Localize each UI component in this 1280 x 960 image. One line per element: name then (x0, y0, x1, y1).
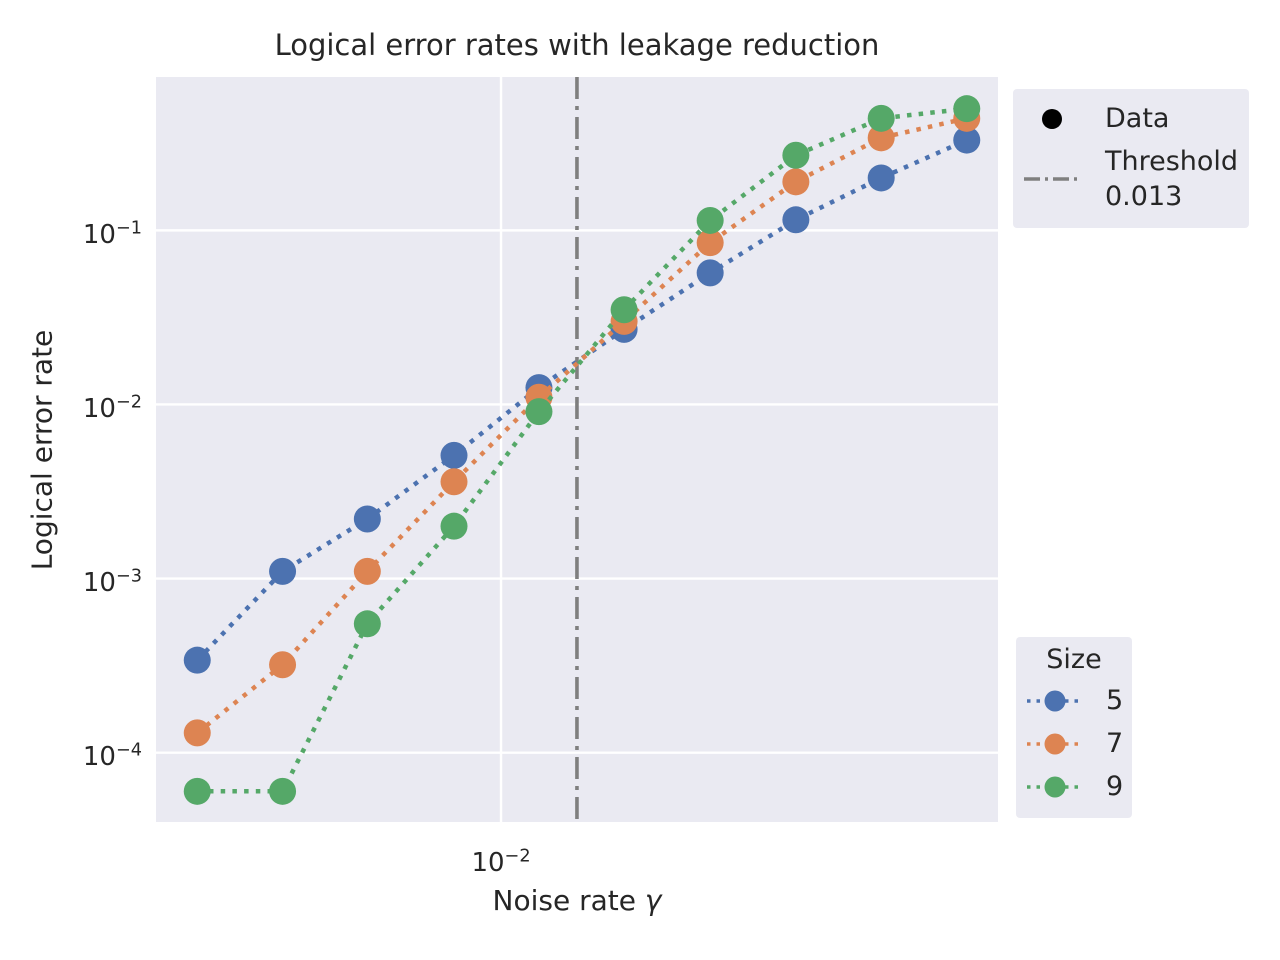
y-tick-label: 10−3 (82, 566, 142, 599)
data-point-size-5 (953, 126, 981, 154)
data-point-size-9 (782, 141, 810, 169)
data-point-size-5 (440, 441, 468, 469)
legend-size-items: 5 7 9 (1016, 679, 1132, 808)
legend-item: Data (1013, 97, 1249, 140)
data-point-size-7 (867, 124, 895, 152)
series-marker-icon (1027, 776, 1083, 797)
data-point-size-9 (353, 610, 381, 638)
data-point-size-9 (269, 777, 297, 805)
data-point-size-9 (440, 512, 468, 540)
legend-data-threshold: Data Threshold 0.013 (1013, 89, 1249, 228)
data-point-size-5 (696, 259, 724, 287)
data-point-size-7 (782, 168, 810, 196)
data-point-size-7 (696, 229, 724, 257)
legend-item-size-5: 5 (1016, 679, 1132, 722)
series-marker-icon (1044, 733, 1066, 754)
legend-item-size-7: 7 (1016, 722, 1132, 765)
data-point-size-5 (183, 646, 211, 674)
data-point-size-9 (183, 777, 211, 805)
legend-label-line: 0.013 (1105, 181, 1183, 212)
series-marker-icon (1044, 776, 1066, 797)
data-point-size-9 (867, 104, 895, 132)
legend-item-label: 5 (1106, 685, 1124, 716)
series-line-9 (197, 106, 968, 794)
y-tick-label: 10−1 (82, 218, 142, 251)
series-marker-icon (1027, 690, 1083, 711)
x-tick-label: 10−2 (471, 846, 531, 878)
data-point-size-9 (696, 206, 724, 234)
data-point-size-5 (353, 505, 381, 533)
data-point-size-5 (867, 164, 895, 192)
gamma-symbol: γ (644, 884, 662, 917)
legend-item-label: 9 (1106, 771, 1124, 802)
series-marker-icon (1027, 733, 1083, 754)
y-tick-label: 10−2 (82, 392, 142, 425)
data-point-size-9 (610, 296, 638, 324)
data-point-size-7 (269, 651, 297, 679)
data-point-size-5 (782, 206, 810, 234)
data-dot-icon (1042, 108, 1062, 129)
legend-label-line: Data (1105, 103, 1170, 134)
y-tick-label: 10−4 (82, 740, 142, 773)
chart-title: Logical error rates with leakage reducti… (274, 28, 880, 62)
data-point-size-5 (269, 557, 297, 585)
y-axis-label: Logical error rate (25, 329, 59, 571)
x-axis-label-text: Noise rate (492, 884, 636, 917)
data-point-size-9 (953, 95, 981, 123)
data-point-size-7 (440, 468, 468, 496)
data-point-size-7 (183, 719, 211, 747)
legend-size: Size 5 7 9 (1016, 637, 1132, 818)
legend-size-title: Size (1046, 644, 1102, 675)
legend-item-label: Data (1105, 101, 1169, 136)
data-point-size-7 (353, 557, 381, 585)
data-dot-icon (1042, 108, 1062, 129)
series-marker-icon (1044, 690, 1066, 711)
legend-item-label: Threshold 0.013 (1105, 144, 1238, 214)
legend-item: Threshold 0.013 (1013, 140, 1249, 218)
threshold-line-icon (1024, 177, 1080, 181)
data-point-size-9 (525, 398, 553, 426)
legend-label-line: Threshold (1105, 146, 1239, 177)
legend-item-size-9: 9 (1016, 765, 1132, 808)
legend-item-label: 7 (1106, 728, 1124, 759)
x-axis-label: Noise rate γ (156, 884, 998, 917)
